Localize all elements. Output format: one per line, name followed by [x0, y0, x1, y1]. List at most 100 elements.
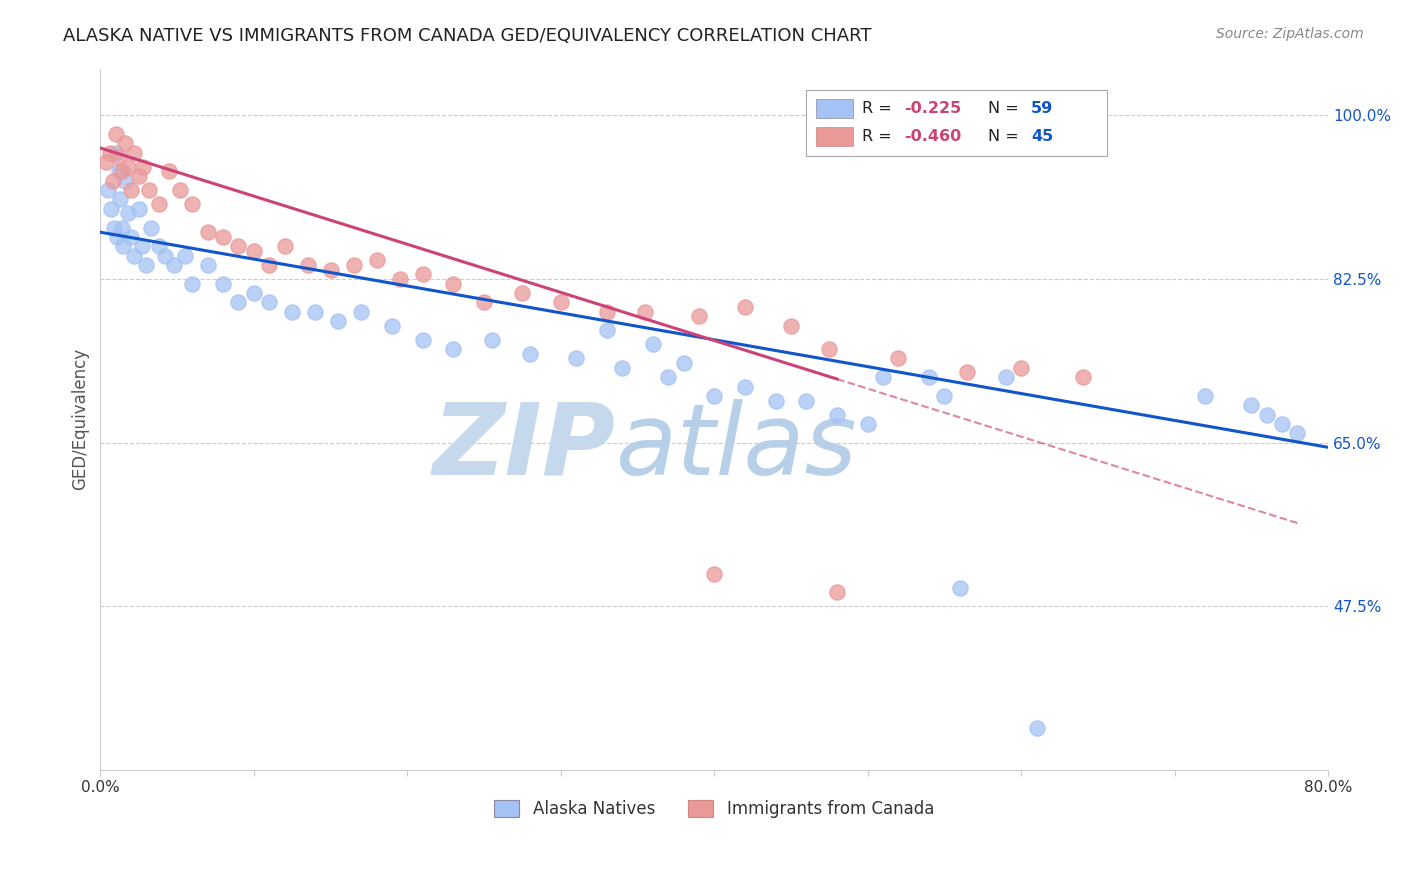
Point	[994, 370, 1017, 384]
Point	[350, 304, 373, 318]
Point	[441, 342, 464, 356]
Point	[111, 220, 134, 235]
Point	[412, 267, 434, 281]
Point	[703, 566, 725, 581]
Point	[1240, 398, 1263, 412]
Y-axis label: GED/Equivalency: GED/Equivalency	[72, 348, 89, 491]
Text: -0.460: -0.460	[904, 129, 962, 145]
Text: ALASKA NATIVE VS IMMIGRANTS FROM CANADA GED/EQUIVALENCY CORRELATION CHART: ALASKA NATIVE VS IMMIGRANTS FROM CANADA …	[63, 27, 872, 45]
Point	[257, 258, 280, 272]
Text: 59: 59	[1031, 101, 1053, 116]
Text: -0.225: -0.225	[904, 101, 962, 116]
Point	[257, 295, 280, 310]
Point	[212, 277, 235, 291]
Point	[734, 300, 756, 314]
Point	[107, 150, 129, 164]
Point	[641, 337, 664, 351]
Point	[103, 220, 125, 235]
Point	[366, 253, 388, 268]
Point	[780, 318, 803, 333]
Point	[163, 258, 186, 272]
Text: atlas: atlas	[616, 399, 858, 496]
Point	[153, 249, 176, 263]
Point	[135, 258, 157, 272]
Point	[1071, 370, 1094, 384]
Bar	[815, 128, 853, 145]
Point	[342, 258, 364, 272]
Point	[703, 389, 725, 403]
Point	[1286, 426, 1309, 441]
Point	[97, 183, 120, 197]
Point	[412, 333, 434, 347]
Point	[1010, 360, 1032, 375]
Point	[101, 174, 124, 188]
Point	[169, 183, 191, 197]
Point	[512, 285, 534, 300]
Point	[856, 417, 879, 431]
Point	[481, 333, 503, 347]
Point	[441, 277, 464, 291]
Point	[612, 360, 634, 375]
Bar	[815, 99, 853, 118]
Point	[825, 585, 848, 599]
Point	[138, 183, 160, 197]
Point	[918, 370, 941, 384]
Point	[131, 239, 153, 253]
Point	[105, 230, 128, 244]
Point	[281, 304, 304, 318]
Point	[818, 342, 841, 356]
Legend: Alaska Natives, Immigrants from Canada: Alaska Natives, Immigrants from Canada	[488, 793, 941, 825]
Point	[319, 262, 342, 277]
Point	[381, 318, 404, 333]
Point	[98, 145, 121, 160]
Point	[114, 174, 136, 188]
Point	[634, 304, 657, 318]
Point	[1271, 417, 1294, 431]
Point	[117, 206, 139, 220]
Point	[110, 193, 132, 207]
Point	[228, 239, 250, 253]
Point	[122, 145, 145, 160]
Point	[273, 239, 295, 253]
Point	[596, 323, 619, 337]
Point	[104, 127, 127, 141]
Point	[96, 155, 118, 169]
Point	[1256, 408, 1278, 422]
Point	[794, 393, 817, 408]
Point	[243, 285, 266, 300]
Point	[128, 169, 150, 183]
Point	[181, 277, 204, 291]
Point	[243, 244, 266, 258]
Point	[120, 183, 142, 197]
Point	[111, 164, 134, 178]
Point	[596, 304, 619, 318]
Text: ZIP: ZIP	[433, 399, 616, 496]
Point	[688, 310, 710, 324]
Point	[128, 202, 150, 216]
Point	[100, 202, 122, 216]
Point	[734, 379, 756, 393]
Point	[228, 295, 250, 310]
Point	[197, 258, 219, 272]
Point	[122, 249, 145, 263]
Point	[197, 225, 219, 239]
Point	[872, 370, 894, 384]
Point	[328, 314, 350, 328]
Point	[212, 230, 235, 244]
Point	[565, 351, 588, 366]
Point	[472, 295, 495, 310]
Point	[672, 356, 695, 370]
Point	[181, 197, 204, 211]
Point	[934, 389, 956, 403]
Point	[114, 136, 136, 151]
Point	[388, 272, 411, 286]
Point	[550, 295, 572, 310]
Point	[139, 220, 162, 235]
Point	[1025, 721, 1047, 735]
Point	[657, 370, 679, 384]
Point	[304, 304, 326, 318]
Point	[120, 230, 142, 244]
Point	[157, 164, 180, 178]
Text: R =: R =	[862, 129, 891, 145]
Point	[765, 393, 787, 408]
